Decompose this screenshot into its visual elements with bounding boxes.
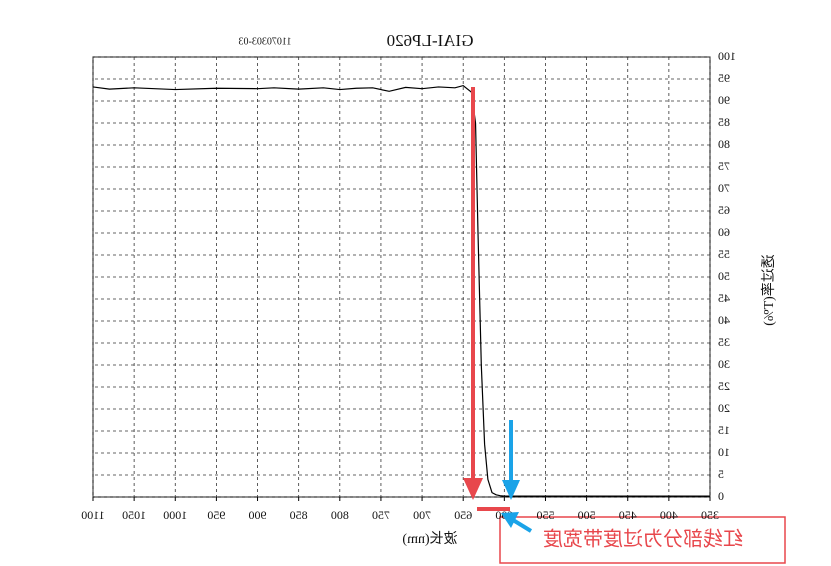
y-tick-label: 45 (718, 291, 730, 305)
x-tick-label: 850 (290, 508, 308, 522)
x-tick-label: 700 (413, 508, 431, 522)
sample-code: 11070303-03 (239, 36, 292, 47)
y-tick-label: 10 (718, 445, 730, 459)
y-tick-label: 100 (718, 49, 736, 63)
x-tick-label: 1050 (122, 508, 146, 522)
note-arrow-head (501, 512, 519, 528)
x-tick-label: 750 (372, 508, 390, 522)
y-tick-label: 40 (718, 313, 730, 327)
x-tick-label: 1000 (163, 508, 187, 522)
x-axis-label: 波长(nm) (402, 531, 458, 547)
x-tick-label: 950 (207, 508, 225, 522)
chart-title: GIAI-LP620 (387, 31, 474, 50)
y-tick-label: 20 (718, 401, 730, 415)
x-tick-label: 500 (578, 508, 596, 522)
x-tick-label: 650 (454, 508, 472, 522)
y-tick-label: 25 (718, 379, 730, 393)
x-tick-label: 1100 (81, 508, 105, 522)
note-arrow (511, 518, 533, 533)
y-axis-label: 透过率(T%) (760, 254, 777, 326)
x-tick-label: 450 (619, 508, 637, 522)
y-tick-label: 90 (718, 93, 730, 107)
mirrored-chart: GIAI-LP620 11070303-03 波长(nm) 透过率(T%) 红线… (81, 31, 786, 564)
note-box (499, 516, 786, 564)
y-tick-label: 5 (718, 467, 724, 481)
y-tick-label: 60 (718, 225, 730, 239)
y-tick-label: 50 (718, 269, 730, 283)
y-tick-label: 70 (718, 181, 730, 195)
red-arrow-head (463, 478, 483, 500)
y-tick-label: 35 (718, 335, 730, 349)
y-tick-label: 95 (718, 71, 730, 85)
y-tick-label: 65 (718, 203, 730, 217)
y-tick-label: 15 (718, 423, 730, 437)
y-tick-label: 30 (718, 357, 730, 371)
x-tick-label: 800 (331, 508, 349, 522)
x-tick-label: 350 (701, 508, 719, 522)
y-tick-label: 85 (718, 115, 730, 129)
y-tick-label: 55 (718, 247, 730, 261)
y-tick-label: 0 (718, 489, 724, 503)
y-tick-label: 75 (718, 159, 730, 173)
blue-arrow-head (502, 480, 520, 500)
note: 红线部分为过度带宽度 (543, 528, 743, 551)
plot: 0 5 10 15 20 25 30 35 40 45 50 55 60 65 70 75 80 85 90 95 10… (81, 49, 736, 522)
x-tick-label: 550 (536, 508, 554, 522)
y-tick-label: 80 (718, 137, 730, 151)
transmission-line (92, 84, 710, 497)
x-tick-label: 900 (249, 508, 267, 522)
x-tick-label: 400 (660, 508, 678, 522)
